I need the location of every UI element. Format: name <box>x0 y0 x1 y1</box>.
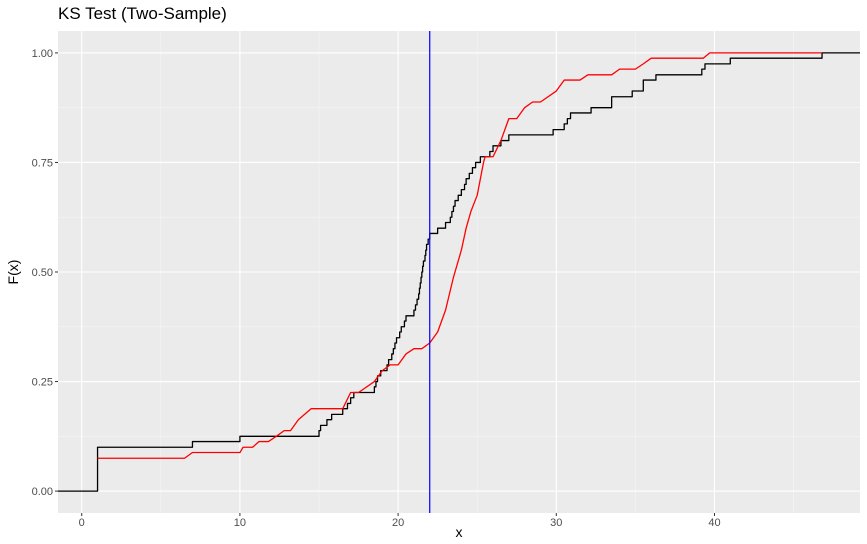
x-axis-title: x <box>456 524 463 540</box>
y-axis: 0.00 0.25 0.50 0.75 1.00 <box>32 48 58 498</box>
y-tick-label: 0.75 <box>32 157 53 169</box>
y-axis-title: F(x) <box>5 260 21 285</box>
x-tick-label: 10 <box>234 517 246 529</box>
major-gridlines <box>58 31 860 513</box>
x-axis: 0 10 20 30 40 <box>79 513 721 529</box>
y-tick-label: 0.50 <box>32 267 53 279</box>
x-tick-label: 0 <box>79 517 85 529</box>
series-layer <box>58 52 860 492</box>
x-tick-label: 30 <box>550 517 562 529</box>
x-tick-label: 40 <box>708 517 720 529</box>
y-tick-label: 0.00 <box>32 486 53 498</box>
series-line-1 <box>58 52 860 492</box>
chart-title: KS Test (Two-Sample) <box>58 4 227 23</box>
x-tick-label: 20 <box>392 517 404 529</box>
y-tick-label: 0.25 <box>32 377 53 389</box>
y-tick-label: 1.00 <box>32 48 53 60</box>
series-line-2 <box>97 52 823 459</box>
